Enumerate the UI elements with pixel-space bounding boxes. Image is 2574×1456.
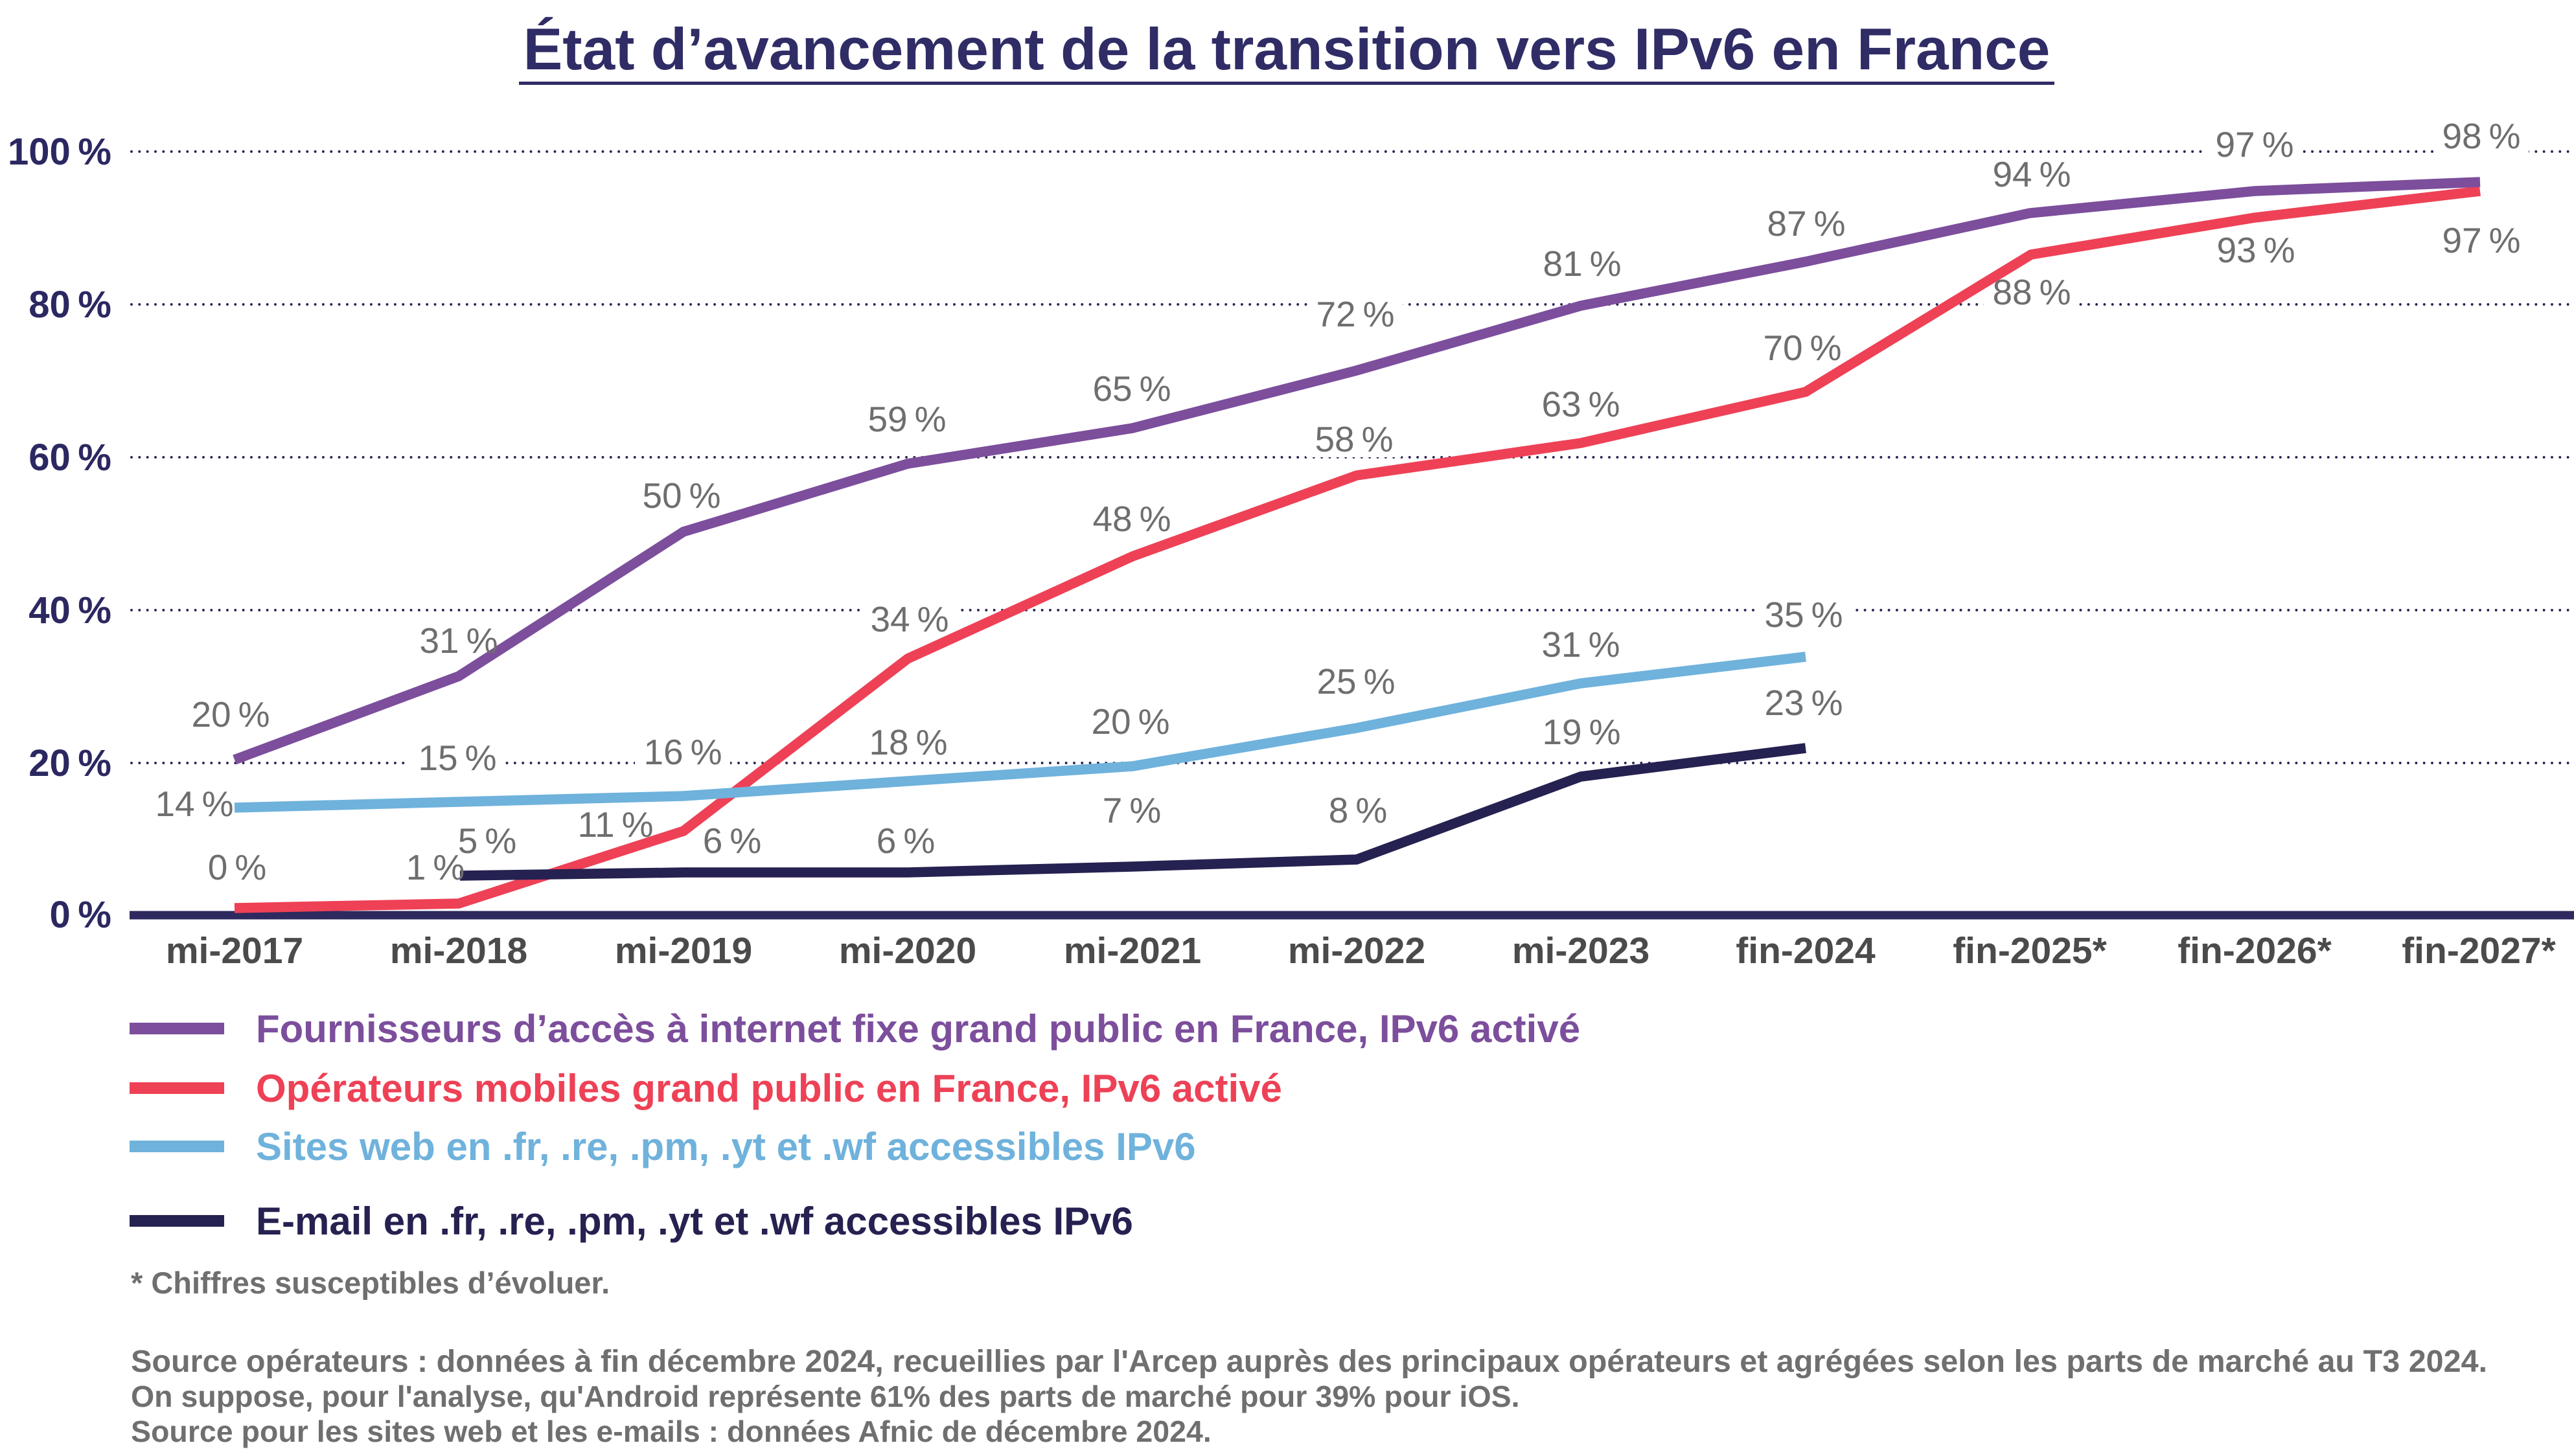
svg-text:20 %: 20 %: [29, 742, 111, 784]
svg-text:31 %: 31 %: [1541, 624, 1620, 665]
svg-text:On suppose, pour l'analyse, qu: On suppose, pour l'analyse, qu'Android r…: [131, 1380, 1520, 1413]
svg-text:mi-2022: mi-2022: [1288, 930, 1425, 972]
svg-text:98 %: 98 %: [2442, 116, 2520, 156]
svg-text:Opérateurs mobiles grand publi: Opérateurs mobiles grand public en Franc…: [256, 1067, 1282, 1110]
svg-text:7 %: 7 %: [1103, 790, 1162, 830]
svg-text:72 %: 72 %: [1316, 294, 1394, 334]
svg-text:6 %: 6 %: [703, 821, 762, 861]
svg-text:35 %: 35 %: [1764, 595, 1843, 635]
svg-text:mi-2018: mi-2018: [390, 930, 527, 972]
svg-text:60 %: 60 %: [29, 437, 111, 479]
svg-text:59 %: 59 %: [868, 399, 946, 439]
svg-text:16 %: 16 %: [643, 732, 722, 772]
svg-text:18 %: 18 %: [869, 722, 947, 762]
svg-text:65 %: 65 %: [1092, 369, 1171, 409]
svg-text:88 %: 88 %: [1992, 272, 2071, 312]
svg-text:fin-2027*: fin-2027*: [2402, 930, 2556, 972]
svg-text:34 %: 34 %: [870, 599, 948, 639]
svg-text:81 %: 81 %: [1543, 244, 1621, 284]
svg-text:mi-2023: mi-2023: [1512, 930, 1649, 972]
svg-text:mi-2021: mi-2021: [1064, 930, 1201, 972]
svg-text:Fournisseurs d’accès à interne: Fournisseurs d’accès à internet fixe gra…: [256, 1007, 1580, 1051]
svg-text:État d’avancement de la transi: État d’avancement de la transition vers …: [523, 17, 2051, 82]
svg-text:fin-2026*: fin-2026*: [2178, 930, 2332, 972]
svg-text:mi-2020: mi-2020: [839, 930, 976, 972]
svg-text:5 %: 5 %: [458, 821, 517, 861]
svg-text:25 %: 25 %: [1316, 661, 1395, 701]
svg-text:97 %: 97 %: [2442, 220, 2520, 260]
svg-text:48 %: 48 %: [1092, 499, 1171, 539]
svg-text:23 %: 23 %: [1764, 683, 1843, 723]
svg-text:0 %: 0 %: [208, 847, 267, 887]
svg-text:14 %: 14 %: [155, 784, 233, 824]
svg-text:94 %: 94 %: [1992, 154, 2071, 194]
svg-text:E-mail en .fr, .re, .pm, .yt e: E-mail en .fr, .re, .pm, .yt et .wf acce…: [256, 1200, 1133, 1243]
svg-text:8 %: 8 %: [1329, 790, 1388, 830]
svg-text:58 %: 58 %: [1315, 419, 1393, 459]
svg-text:40 %: 40 %: [29, 589, 111, 631]
svg-text:20 %: 20 %: [1091, 701, 1169, 742]
svg-text:63 %: 63 %: [1541, 384, 1620, 424]
svg-text:fin-2024: fin-2024: [1736, 930, 1876, 972]
svg-text:87 %: 87 %: [1767, 203, 1845, 244]
svg-text:Sites web en .fr, .re, .pm, .y: Sites web en .fr, .re, .pm, .yt et .wf a…: [256, 1125, 1196, 1168]
svg-text:31 %: 31 %: [419, 620, 498, 661]
svg-text:100 %: 100 %: [8, 131, 111, 173]
svg-text:mi-2017: mi-2017: [166, 930, 303, 972]
svg-text:15 %: 15 %: [418, 738, 496, 778]
svg-text:6 %: 6 %: [877, 821, 936, 861]
svg-text:70 %: 70 %: [1763, 328, 1841, 368]
svg-text:Source opérateurs : données à: Source opérateurs : données à fin décemb…: [131, 1344, 2487, 1379]
svg-text:20 %: 20 %: [191, 694, 270, 734]
svg-text:Source pour les sites web et l: Source pour les sites web et les e-mails…: [131, 1415, 1212, 1448]
svg-text:mi-2019: mi-2019: [615, 930, 752, 972]
svg-text:1 %: 1 %: [406, 847, 465, 887]
svg-text:93 %: 93 %: [2216, 230, 2295, 270]
svg-text:97 %: 97 %: [2215, 124, 2293, 165]
svg-text:11 %: 11 %: [577, 804, 653, 845]
svg-text:50 %: 50 %: [642, 475, 720, 516]
svg-text:19 %: 19 %: [1542, 712, 1620, 752]
svg-text:fin-2025*: fin-2025*: [1953, 930, 2107, 972]
svg-text:* Chiffres susceptibles d’évol: * Chiffres susceptibles d’évoluer.: [131, 1266, 610, 1300]
svg-text:80 %: 80 %: [29, 284, 111, 326]
svg-text:0 %: 0 %: [50, 894, 111, 936]
